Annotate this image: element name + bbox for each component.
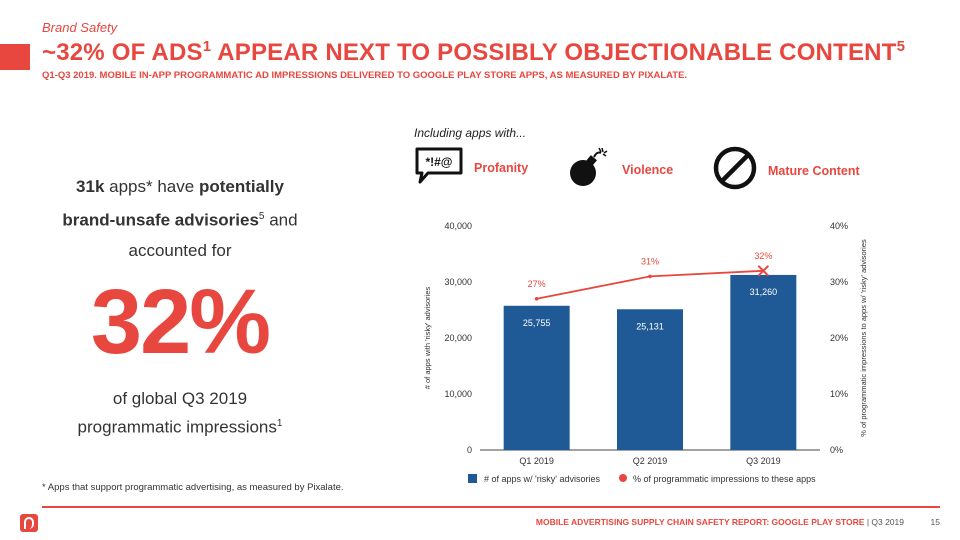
risky-apps-chart: 0 10,000 20,000 30,000 40,000 0% 10% 20% 30% 40% #… bbox=[423, 221, 868, 484]
y2-axis-title: % of programmatic impressions to apps w/… bbox=[859, 239, 868, 437]
y-tick-label: 0 bbox=[467, 445, 472, 455]
bar-value-label: 31,260 bbox=[750, 287, 778, 297]
y2-tick-label: 0% bbox=[830, 445, 843, 455]
page-title: ~32% OF ADS1 APPEAR NEXT TO POSSIBLY OBJ… bbox=[42, 38, 906, 66]
page-number: 15 bbox=[930, 517, 940, 527]
legend-swatch-line bbox=[619, 474, 627, 482]
category-label-profanity: Profanity bbox=[474, 160, 529, 175]
y-tick-label: 40,000 bbox=[444, 221, 472, 231]
prohibited-icon bbox=[712, 145, 758, 196]
legend-label-line: % of programmatic impressions to these a… bbox=[633, 474, 816, 484]
y2-tick-label: 30% bbox=[830, 277, 848, 287]
line-point bbox=[534, 297, 539, 301]
footer-report-title: MOBILE ADVERTISING SUPPLY CHAIN SAFETY R… bbox=[535, 517, 904, 527]
bar-value-label: 25,131 bbox=[636, 321, 664, 331]
line-value-label: 27% bbox=[528, 279, 546, 289]
y-tick-label: 20,000 bbox=[444, 333, 472, 343]
category-label-violence: Violence bbox=[622, 162, 674, 177]
category-profanity: *!#@ Profanity bbox=[414, 145, 528, 190]
bar bbox=[617, 309, 683, 450]
line-value-label: 31% bbox=[641, 256, 659, 266]
bar bbox=[730, 274, 797, 450]
y2-tick-label: 20% bbox=[830, 333, 848, 343]
section-label: Brand Safety bbox=[42, 20, 118, 35]
y2-tick-label: 40% bbox=[830, 221, 848, 231]
footer-divider bbox=[42, 506, 940, 508]
x-tick-label: Q2 2019 bbox=[633, 456, 668, 466]
bar-value-label: 25,755 bbox=[523, 318, 551, 328]
line-point bbox=[648, 274, 652, 279]
y2-tick-label: 10% bbox=[830, 389, 848, 399]
bar bbox=[503, 305, 570, 450]
stat-bottom-line-2: programmatic impressions1 bbox=[77, 417, 283, 437]
profanity-symbols: *!#@ bbox=[425, 155, 452, 169]
legend-label-bars: # of apps w/ 'risky' advisories bbox=[484, 474, 600, 484]
y-tick-label: 30,000 bbox=[444, 277, 472, 287]
stat-bottom-line-1: of global Q3 2019 bbox=[112, 388, 248, 408]
x-tick-label: Q3 2019 bbox=[746, 456, 781, 466]
page-subtitle: Q1-Q3 2019. MOBILE IN-APP PROGRAMMATIC A… bbox=[42, 70, 688, 81]
line-point bbox=[757, 265, 770, 277]
category-label-mature-content: Mature Content bbox=[768, 163, 860, 178]
legend-swatch-bars bbox=[468, 474, 477, 483]
stat-line-2: brand-unsafe advisories5 and bbox=[62, 210, 298, 230]
categories-intro: Including apps with... bbox=[414, 126, 527, 140]
title-accent-bar bbox=[0, 44, 30, 70]
x-tick-label: Q1 2019 bbox=[519, 456, 554, 466]
bomb-icon bbox=[566, 145, 612, 194]
category-mature: Mature Content bbox=[712, 145, 860, 196]
y-tick-label: 10,000 bbox=[444, 389, 472, 399]
y-axis-title: # of apps with 'risky' advisories bbox=[423, 287, 432, 390]
speech-bubble-profanity-icon: *!#@ bbox=[414, 145, 464, 190]
big-percentage: 32% bbox=[90, 270, 271, 373]
line-value-label: 32% bbox=[754, 251, 772, 261]
category-violence: Violence bbox=[566, 145, 673, 194]
stat-line-1: 31k apps* have potentially bbox=[76, 177, 284, 196]
pixalate-logo-icon bbox=[20, 514, 38, 532]
key-stat-panel: 31k apps* have potentially brand-unsafe … bbox=[30, 172, 330, 439]
stat-line-3: accounted for bbox=[128, 240, 232, 260]
footnote: * Apps that support programmatic adverti… bbox=[42, 482, 344, 493]
